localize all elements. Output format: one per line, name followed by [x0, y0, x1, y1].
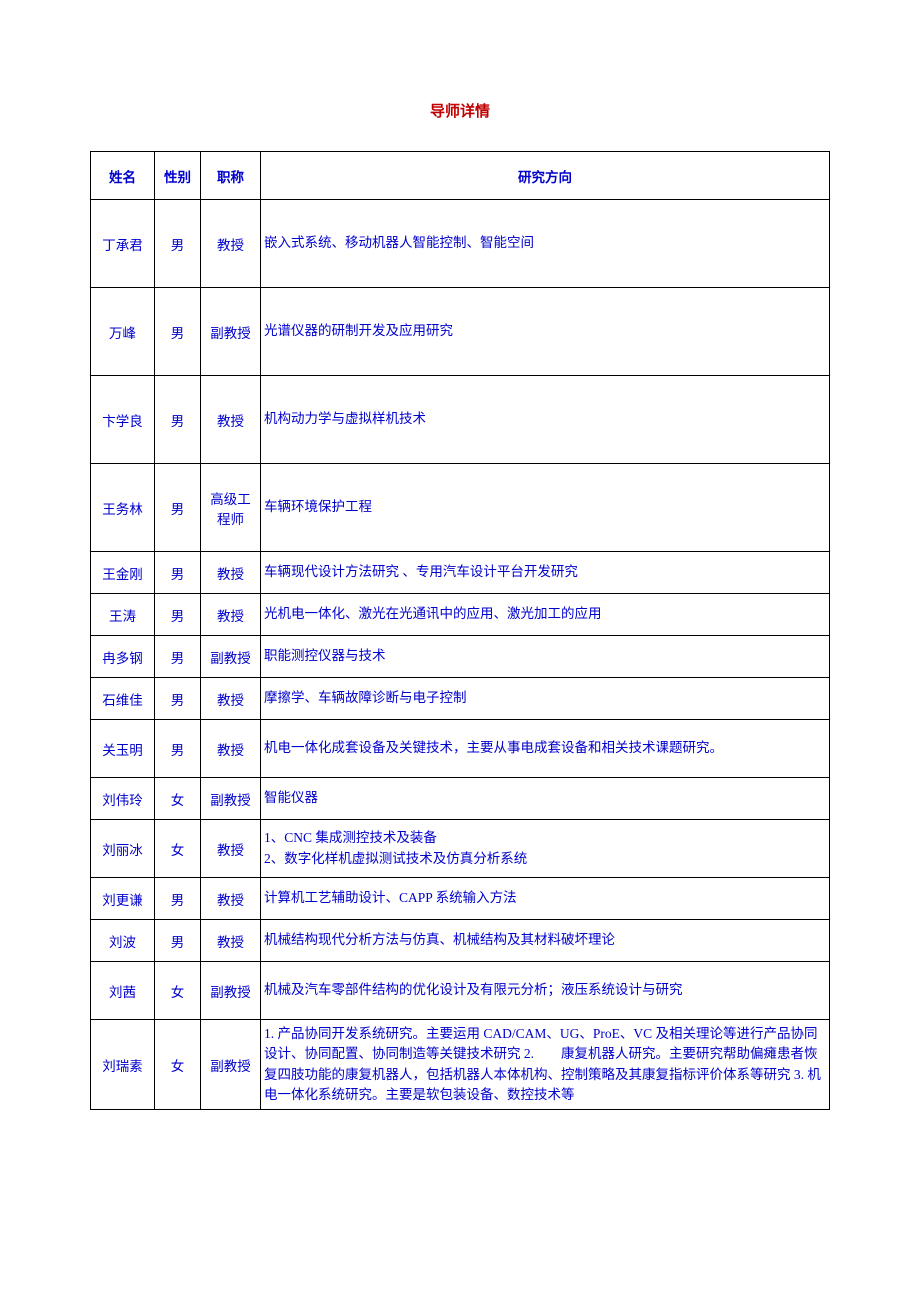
cell-research: 1. 产品协同开发系统研究。主要运用 CAD/CAM、UG、ProE、VC 及相…: [261, 1020, 830, 1110]
cell-name: 万峰: [91, 288, 155, 376]
cell-title: 教授: [201, 594, 261, 636]
table-row: 石维佳男教授摩擦学、车辆故障诊断与电子控制: [91, 678, 830, 720]
cell-name: 刘瑞素: [91, 1020, 155, 1110]
header-research: 研究方向: [261, 152, 830, 200]
cell-name: 石维佳: [91, 678, 155, 720]
table-row: 刘丽冰女教授1、CNC 集成测控技术及装备 2、数字化样机虚拟测试技术及仿真分析…: [91, 820, 830, 878]
cell-title: 教授: [201, 200, 261, 288]
cell-title: 教授: [201, 920, 261, 962]
cell-research: 车辆现代设计方法研究 、专用汽车设计平台开发研究: [261, 552, 830, 594]
cell-gender: 男: [155, 920, 201, 962]
table-row: 王金刚男教授车辆现代设计方法研究 、专用汽车设计平台开发研究: [91, 552, 830, 594]
table-row: 冉多钢男副教授职能测控仪器与技术: [91, 636, 830, 678]
cell-gender: 男: [155, 288, 201, 376]
cell-gender: 男: [155, 678, 201, 720]
cell-gender: 男: [155, 200, 201, 288]
cell-research: 光谱仪器的研制开发及应用研究: [261, 288, 830, 376]
cell-title: 副教授: [201, 288, 261, 376]
table-header-row: 姓名 性别 职称 研究方向: [91, 152, 830, 200]
cell-name: 刘丽冰: [91, 820, 155, 878]
cell-title: 副教授: [201, 1020, 261, 1110]
cell-name: 王金刚: [91, 552, 155, 594]
cell-research: 光机电一体化、激光在光通讯中的应用、激光加工的应用: [261, 594, 830, 636]
cell-title: 高级工程师: [201, 464, 261, 552]
cell-name: 关玉明: [91, 720, 155, 778]
cell-title: 教授: [201, 376, 261, 464]
table-row: 王务林男高级工程师车辆环境保护工程: [91, 464, 830, 552]
header-name: 姓名: [91, 152, 155, 200]
header-gender: 性别: [155, 152, 201, 200]
table-row: 王涛男教授光机电一体化、激光在光通讯中的应用、激光加工的应用: [91, 594, 830, 636]
cell-name: 王务林: [91, 464, 155, 552]
table-row: 刘更谦男教授计算机工艺辅助设计、CAPP 系统输入方法: [91, 878, 830, 920]
cell-research: 1、CNC 集成测控技术及装备 2、数字化样机虚拟测试技术及仿真分析系统: [261, 820, 830, 878]
cell-name: 卞学良: [91, 376, 155, 464]
table-row: 刘瑞素女副教授1. 产品协同开发系统研究。主要运用 CAD/CAM、UG、Pro…: [91, 1020, 830, 1110]
cell-research: 摩擦学、车辆故障诊断与电子控制: [261, 678, 830, 720]
cell-title: 教授: [201, 678, 261, 720]
cell-research: 机械及汽车零部件结构的优化设计及有限元分析；液压系统设计与研究: [261, 962, 830, 1020]
cell-gender: 男: [155, 720, 201, 778]
cell-title: 教授: [201, 720, 261, 778]
table-row: 万峰男副教授光谱仪器的研制开发及应用研究: [91, 288, 830, 376]
cell-gender: 男: [155, 552, 201, 594]
cell-name: 冉多钢: [91, 636, 155, 678]
cell-title: 教授: [201, 878, 261, 920]
cell-research: 机电一体化成套设备及关键技术，主要从事电成套设备和相关技术课题研究。: [261, 720, 830, 778]
table-row: 刘波男教授机械结构现代分析方法与仿真、机械结构及其材料破坏理论: [91, 920, 830, 962]
cell-gender: 男: [155, 878, 201, 920]
cell-gender: 女: [155, 1020, 201, 1110]
header-title: 职称: [201, 152, 261, 200]
cell-research: 嵌入式系统、移动机器人智能控制、智能空间: [261, 200, 830, 288]
cell-name: 刘茜: [91, 962, 155, 1020]
cell-gender: 男: [155, 636, 201, 678]
cell-name: 刘波: [91, 920, 155, 962]
advisors-table: 姓名 性别 职称 研究方向 丁承君男教授嵌入式系统、移动机器人智能控制、智能空间…: [90, 151, 830, 1110]
page-title: 导师详情: [90, 100, 830, 121]
cell-title: 教授: [201, 820, 261, 878]
cell-title: 副教授: [201, 636, 261, 678]
cell-title: 副教授: [201, 778, 261, 820]
cell-name: 丁承君: [91, 200, 155, 288]
table-row: 卞学良男教授机构动力学与虚拟样机技术: [91, 376, 830, 464]
cell-research: 车辆环境保护工程: [261, 464, 830, 552]
cell-title: 副教授: [201, 962, 261, 1020]
table-row: 丁承君男教授嵌入式系统、移动机器人智能控制、智能空间: [91, 200, 830, 288]
cell-name: 刘伟玲: [91, 778, 155, 820]
cell-gender: 男: [155, 464, 201, 552]
cell-gender: 男: [155, 594, 201, 636]
cell-gender: 女: [155, 778, 201, 820]
cell-research: 机械结构现代分析方法与仿真、机械结构及其材料破坏理论: [261, 920, 830, 962]
cell-research: 机构动力学与虚拟样机技术: [261, 376, 830, 464]
cell-name: 王涛: [91, 594, 155, 636]
table-row: 关玉明男教授机电一体化成套设备及关键技术，主要从事电成套设备和相关技术课题研究。: [91, 720, 830, 778]
cell-gender: 男: [155, 376, 201, 464]
cell-gender: 女: [155, 962, 201, 1020]
cell-gender: 女: [155, 820, 201, 878]
cell-research: 职能测控仪器与技术: [261, 636, 830, 678]
cell-research: 智能仪器: [261, 778, 830, 820]
table-row: 刘茜女副教授机械及汽车零部件结构的优化设计及有限元分析；液压系统设计与研究: [91, 962, 830, 1020]
cell-name: 刘更谦: [91, 878, 155, 920]
cell-research: 计算机工艺辅助设计、CAPP 系统输入方法: [261, 878, 830, 920]
cell-title: 教授: [201, 552, 261, 594]
table-row: 刘伟玲女副教授智能仪器: [91, 778, 830, 820]
